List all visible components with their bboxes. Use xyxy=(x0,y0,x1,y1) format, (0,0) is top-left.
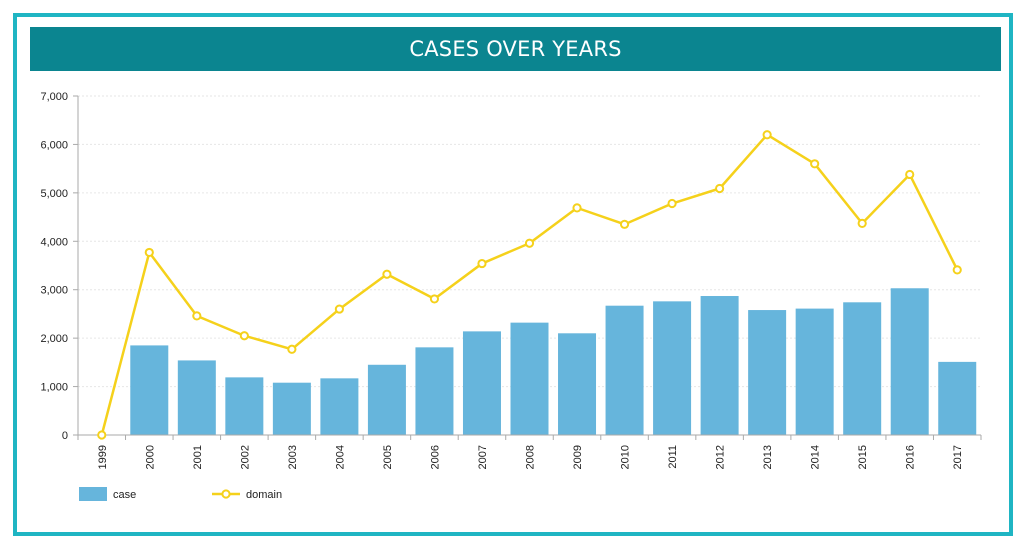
domain-point-2006[interactable] xyxy=(429,294,440,304)
x-tick-label: 2006 xyxy=(429,445,441,469)
x-tick-label: 1999 xyxy=(97,445,109,469)
bar-2004[interactable] xyxy=(320,378,359,435)
bar-2016[interactable] xyxy=(890,288,929,435)
y-axis: 0 1,000 2,000 3,000 4,000 5,000 6,000 7,000 xyxy=(40,91,78,442)
x-tick-label: 2014 xyxy=(810,445,822,469)
legend-label-case: case xyxy=(113,489,136,501)
bar-2012[interactable] xyxy=(700,296,739,435)
bar-2001[interactable] xyxy=(177,360,216,435)
x-tick-label: 2001 xyxy=(192,445,204,469)
domain-point-2016[interactable] xyxy=(905,169,915,180)
domain-point-2008[interactable] xyxy=(524,238,535,248)
x-tick-label: 2011 xyxy=(667,445,679,469)
y-tick-label: 5,000 xyxy=(40,188,68,200)
bar-series xyxy=(130,288,977,435)
x-tick-label: 2000 xyxy=(144,445,156,469)
bar-2002[interactable] xyxy=(225,377,264,435)
bar-2017[interactable] xyxy=(938,361,977,435)
x-tick-label: 2010 xyxy=(620,445,632,469)
bar-2008[interactable] xyxy=(510,322,549,435)
y-tick-label: 6,000 xyxy=(40,139,68,151)
domain-point-2004[interactable] xyxy=(334,304,344,314)
legend-swatch-domain-point xyxy=(221,489,231,499)
x-tick-label: 2009 xyxy=(572,445,584,469)
domain-point-2013[interactable] xyxy=(762,130,772,140)
x-tick-label: 2015 xyxy=(857,445,869,469)
domain-point-2015[interactable] xyxy=(857,218,867,228)
domain-point-2014[interactable] xyxy=(810,159,820,169)
bar-2010[interactable] xyxy=(605,305,644,435)
domain-point-2012[interactable] xyxy=(715,183,725,194)
domain-point-2017[interactable] xyxy=(952,265,962,275)
domain-point-1999[interactable] xyxy=(97,430,107,440)
x-tick-label: 2003 xyxy=(287,445,299,469)
domain-point-2000[interactable] xyxy=(144,247,154,258)
x-tick-label: 2017 xyxy=(952,445,964,469)
bar-2014[interactable] xyxy=(795,308,834,435)
bar-2005[interactable] xyxy=(367,364,406,435)
x-tick-label: 2013 xyxy=(762,445,774,469)
domain-point-2003[interactable] xyxy=(287,344,297,354)
x-tick-label: 2005 xyxy=(382,445,394,469)
x-tick-labels: 1999 2000 2001 2002 2003 2004 2005 2006 2007 2008… xyxy=(97,445,964,469)
legend-item-domain[interactable]: domain xyxy=(212,489,282,501)
domain-point-2009[interactable] xyxy=(572,203,582,213)
domain-point-2002[interactable] xyxy=(239,331,249,341)
bar-2003[interactable] xyxy=(272,382,311,435)
y-tick-label: 1,000 xyxy=(40,382,68,394)
y-tick-label: 7,000 xyxy=(40,91,68,103)
x-tick-label: 2007 xyxy=(477,445,489,469)
y-tick-label: 4,000 xyxy=(40,236,68,248)
x-tick-label: 2012 xyxy=(715,445,727,469)
legend-item-case[interactable]: case xyxy=(79,487,136,501)
domain-point-2005[interactable] xyxy=(382,269,392,279)
chart-frame: CASES OVER YEARS xyxy=(13,13,1013,536)
domain-point-2001[interactable] xyxy=(192,311,202,321)
legend-swatch-case xyxy=(79,487,107,501)
bar-2011[interactable] xyxy=(653,301,692,435)
x-tick-label: 2016 xyxy=(905,445,917,469)
x-tick-label: 2008 xyxy=(525,445,537,469)
domain-point-2010[interactable] xyxy=(619,219,630,229)
domain-point-2011[interactable] xyxy=(667,198,677,209)
domain-point-2007[interactable] xyxy=(477,258,487,269)
y-tick-label: 0 xyxy=(62,430,68,442)
y-tick-label: 2,000 xyxy=(40,333,68,345)
y-tick-label: 3,000 xyxy=(40,285,68,297)
line-series xyxy=(97,130,962,440)
bar-2015[interactable] xyxy=(843,302,882,435)
x-axis xyxy=(77,96,982,440)
chart-title: CASES OVER YEARS xyxy=(30,27,1001,71)
bar-2009[interactable] xyxy=(558,333,597,435)
bar-2007[interactable] xyxy=(462,331,501,435)
bar-2013[interactable] xyxy=(748,310,787,435)
bar-2000[interactable] xyxy=(130,345,169,435)
x-tick-label: 2002 xyxy=(239,445,251,469)
legend-label-domain: domain xyxy=(246,489,282,501)
legend[interactable]: case domain xyxy=(79,487,282,501)
x-tick-label: 2004 xyxy=(334,445,346,469)
bar-2006[interactable] xyxy=(415,347,454,435)
